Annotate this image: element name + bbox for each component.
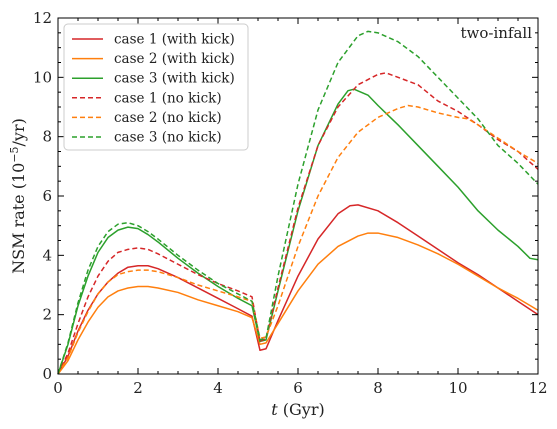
y-axis-title-exp: −5 <box>8 146 21 162</box>
x-tick-label: 2 <box>133 379 143 397</box>
data-lines <box>57 30 539 375</box>
y-axis-title: NSM rate (10−5/yr) <box>8 118 29 274</box>
y-tick-label: 0 <box>42 365 52 383</box>
series-line-3 <box>57 88 539 375</box>
series-line-4 <box>57 72 539 375</box>
x-tick-label: 10 <box>448 379 467 397</box>
series-line-6 <box>57 30 539 375</box>
x-tick-label: 4 <box>213 379 223 397</box>
series-line-5 <box>57 104 539 375</box>
series-line-2 <box>57 232 539 375</box>
plot-frame <box>57 17 539 375</box>
y-axis-title-unit: /yr) <box>9 118 28 146</box>
y-tick-label: 8 <box>42 128 52 146</box>
y-tick-label: 12 <box>33 9 52 27</box>
series-line-1 <box>57 204 539 375</box>
y-tick-label: 2 <box>42 306 52 324</box>
x-axis-title-unit: (Gyr) <box>278 400 325 419</box>
x-axis-title-var: t <box>271 400 278 419</box>
y-axis-title-main: NSM rate (10 <box>9 163 28 274</box>
x-tick-label: 12 <box>528 379 547 397</box>
legend: case 1 (with kick) case 2 (with kick) case… <box>63 23 249 151</box>
annotation-label: two-infall <box>460 24 532 42</box>
legend-box <box>63 23 249 151</box>
legend-label-6: case 3 (no kick) <box>114 130 222 146</box>
y-tick-label: 10 <box>33 68 52 86</box>
legend-label-5: case 2 (no kick) <box>114 110 222 126</box>
legend-label-1: case 1 (with kick) <box>114 32 235 48</box>
legend-label-2: case 2 (with kick) <box>114 51 235 67</box>
legend-label-4: case 1 (no kick) <box>114 90 222 106</box>
axis-ticks: 0 2 4 6 8 10 12 0 2 4 6 8 10 12 <box>33 9 548 397</box>
x-tick-label: 8 <box>373 379 383 397</box>
y-tick-label: 4 <box>42 246 52 264</box>
x-tick-label: 0 <box>53 379 63 397</box>
x-tick-label: 6 <box>293 379 303 397</box>
legend-label-3: case 3 (with kick) <box>114 71 235 87</box>
x-axis-title: t (Gyr) <box>271 400 324 419</box>
y-tick-label: 6 <box>42 187 52 205</box>
